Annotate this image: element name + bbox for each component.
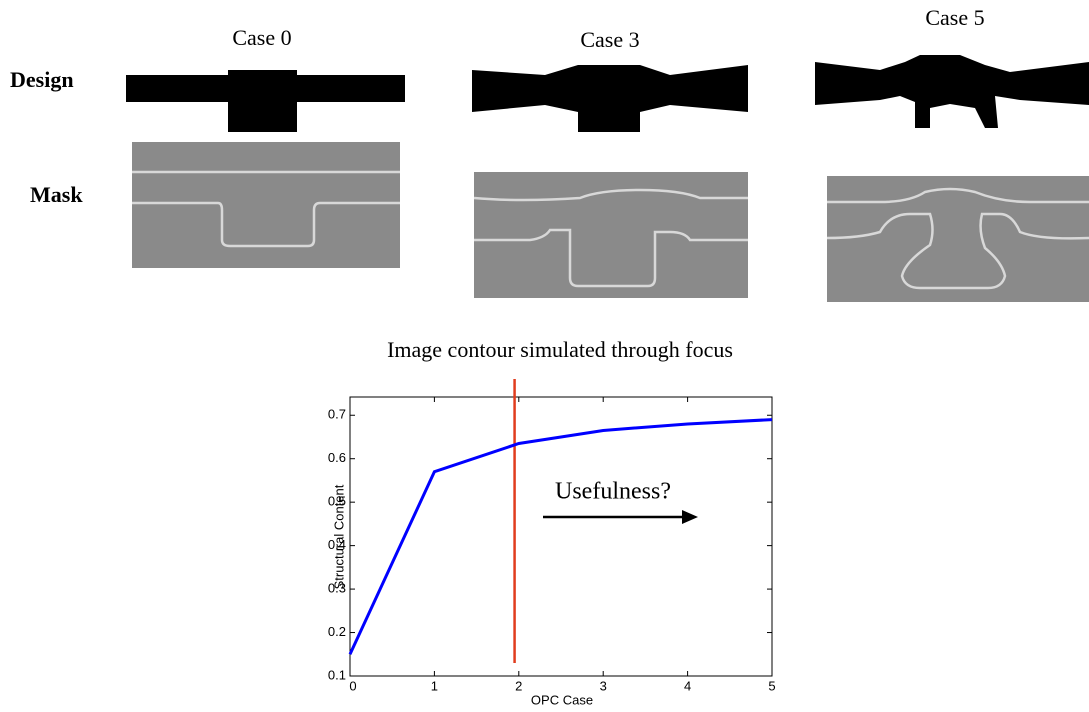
x-tick-label: 1 [431, 678, 438, 693]
x-tick-label: 0 [349, 678, 356, 693]
y-tick-label: 0.1 [328, 667, 346, 682]
data-line [350, 420, 772, 655]
y-tick-label: 0.5 [328, 494, 346, 509]
mask-images [132, 142, 1089, 302]
y-tick-label: 0.7 [328, 407, 346, 422]
y-tick-label: 0.4 [328, 537, 346, 552]
y-tick-label: 0.6 [328, 450, 346, 465]
design-shapes [126, 55, 1089, 132]
annotation: Usefulness? [555, 479, 671, 505]
chart-title: Image contour simulated through focus [387, 337, 733, 362]
figure: Case 0 Case 3 Case 5 Design Mask Image c… [0, 0, 1089, 712]
row-label: Design [10, 67, 74, 92]
column-label: Case 0 [232, 25, 291, 50]
plot-frame [350, 397, 772, 676]
y-tick-label: 0.2 [328, 624, 346, 639]
row-label: Mask [30, 182, 83, 207]
x-tick-label: 4 [684, 678, 691, 693]
x-tick-label: 3 [600, 678, 607, 693]
column-label: Case 3 [580, 27, 639, 52]
column-label: Case 5 [925, 5, 984, 30]
x-tick-label: 5 [768, 678, 775, 693]
x-tick-label: 2 [515, 678, 522, 693]
plot-area: 0.1 0.2 0.3 0.4 0.5 0.6 0.7 0 1 2 3 4 5 [328, 379, 776, 693]
annotation-arrow [543, 510, 698, 524]
y-tick-label: 0.3 [328, 581, 346, 596]
x-axis-label: OPC Case [531, 692, 593, 707]
